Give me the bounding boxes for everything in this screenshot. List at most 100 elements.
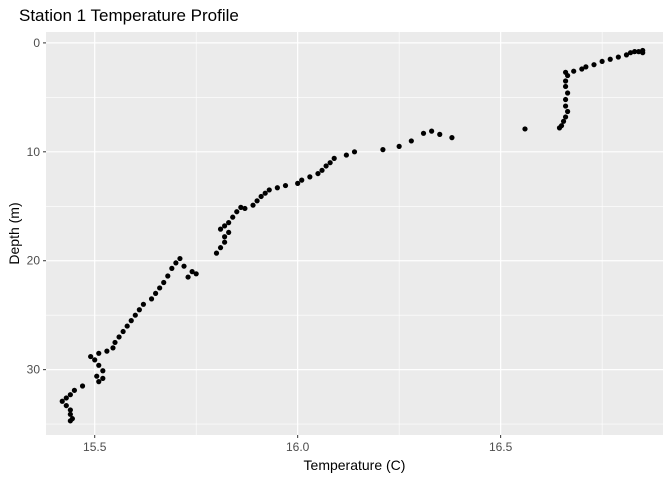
data-point bbox=[67, 418, 73, 424]
data-point bbox=[157, 285, 163, 291]
data-point bbox=[562, 83, 569, 90]
data-point bbox=[565, 72, 571, 79]
data-point bbox=[591, 62, 597, 68]
data-point bbox=[560, 118, 567, 124]
data-point bbox=[71, 387, 78, 393]
y-axis-title: Depth (m) bbox=[6, 202, 22, 264]
data-point bbox=[238, 204, 244, 210]
data-point bbox=[615, 54, 621, 60]
data-point bbox=[222, 234, 228, 240]
data-point bbox=[623, 52, 630, 58]
data-point bbox=[67, 407, 73, 413]
data-point bbox=[96, 350, 102, 356]
data-point bbox=[124, 323, 130, 329]
data-point bbox=[565, 90, 571, 96]
data-point bbox=[222, 223, 228, 229]
data-point bbox=[562, 114, 569, 120]
data-point bbox=[63, 402, 69, 409]
data-point bbox=[262, 190, 268, 196]
data-point bbox=[562, 103, 569, 109]
data-point bbox=[217, 245, 224, 251]
data-point bbox=[562, 96, 569, 103]
data-point bbox=[132, 312, 138, 318]
y-tick-label: 30 bbox=[27, 363, 41, 377]
data-point bbox=[148, 296, 155, 302]
data-point bbox=[258, 193, 264, 200]
x-tick-label: 15.5 bbox=[83, 440, 107, 454]
data-point bbox=[173, 260, 179, 266]
data-point bbox=[177, 255, 183, 262]
data-point bbox=[396, 143, 402, 149]
data-point bbox=[274, 185, 280, 191]
data-point bbox=[140, 301, 147, 307]
x-axis-title: Temperature (C) bbox=[304, 457, 406, 473]
data-point bbox=[79, 383, 86, 389]
y-tick-label: 0 bbox=[33, 36, 40, 50]
data-point bbox=[100, 375, 106, 381]
data-point bbox=[185, 274, 191, 280]
data-point bbox=[153, 290, 159, 297]
data-point bbox=[217, 226, 224, 232]
data-point bbox=[181, 263, 187, 269]
y-axis-ticks: 0 10 20 30 bbox=[27, 36, 46, 377]
data-point bbox=[522, 126, 528, 132]
data-point bbox=[88, 353, 94, 360]
data-point bbox=[556, 125, 563, 131]
data-point bbox=[351, 149, 358, 155]
data-point bbox=[67, 411, 73, 417]
data-point bbox=[96, 362, 102, 368]
data-point bbox=[67, 392, 73, 398]
plot-panel bbox=[46, 32, 663, 435]
x-tick-label: 16.0 bbox=[286, 440, 310, 454]
data-point bbox=[250, 202, 256, 208]
data-point bbox=[92, 357, 98, 363]
data-point bbox=[437, 131, 443, 137]
data-point bbox=[189, 269, 195, 275]
data-point bbox=[607, 56, 613, 62]
data-points bbox=[59, 47, 646, 424]
data-point bbox=[230, 214, 236, 220]
data-point bbox=[59, 398, 65, 404]
data-point bbox=[380, 147, 386, 153]
x-axis-ticks: 15.5 16.0 16.5 bbox=[83, 435, 513, 454]
data-point bbox=[315, 170, 321, 177]
data-point bbox=[343, 152, 349, 158]
y-tick-label: 20 bbox=[27, 254, 41, 268]
chart-title: Station 1 Temperature Profile bbox=[19, 6, 239, 25]
data-point bbox=[226, 229, 232, 236]
data-point bbox=[193, 271, 199, 277]
data-point bbox=[323, 163, 329, 169]
data-point bbox=[63, 395, 69, 401]
data-point bbox=[120, 328, 126, 335]
x-tick-label: 16.5 bbox=[489, 440, 513, 454]
data-point bbox=[128, 318, 134, 324]
data-point bbox=[408, 138, 414, 144]
data-point bbox=[627, 50, 634, 56]
data-point bbox=[327, 160, 333, 166]
data-point bbox=[565, 108, 571, 115]
data-point bbox=[331, 155, 337, 161]
data-point bbox=[449, 135, 455, 141]
data-point bbox=[96, 379, 102, 385]
data-point bbox=[100, 368, 106, 374]
data-point bbox=[282, 182, 289, 189]
data-point bbox=[161, 279, 167, 286]
data-point bbox=[571, 68, 577, 74]
data-point bbox=[319, 167, 325, 173]
data-point bbox=[104, 348, 110, 354]
minor-gridlines bbox=[46, 32, 663, 435]
data-point bbox=[631, 49, 638, 55]
data-point bbox=[295, 180, 301, 186]
data-point bbox=[266, 187, 272, 193]
data-point bbox=[254, 198, 260, 204]
data-point bbox=[213, 250, 220, 256]
data-point bbox=[579, 66, 585, 72]
y-tick-label: 10 bbox=[27, 145, 41, 159]
data-point bbox=[599, 58, 605, 65]
data-point bbox=[222, 239, 228, 245]
data-point bbox=[110, 345, 116, 351]
data-point bbox=[242, 205, 248, 212]
data-point bbox=[94, 373, 100, 379]
data-point bbox=[112, 339, 118, 346]
data-point bbox=[226, 220, 232, 226]
